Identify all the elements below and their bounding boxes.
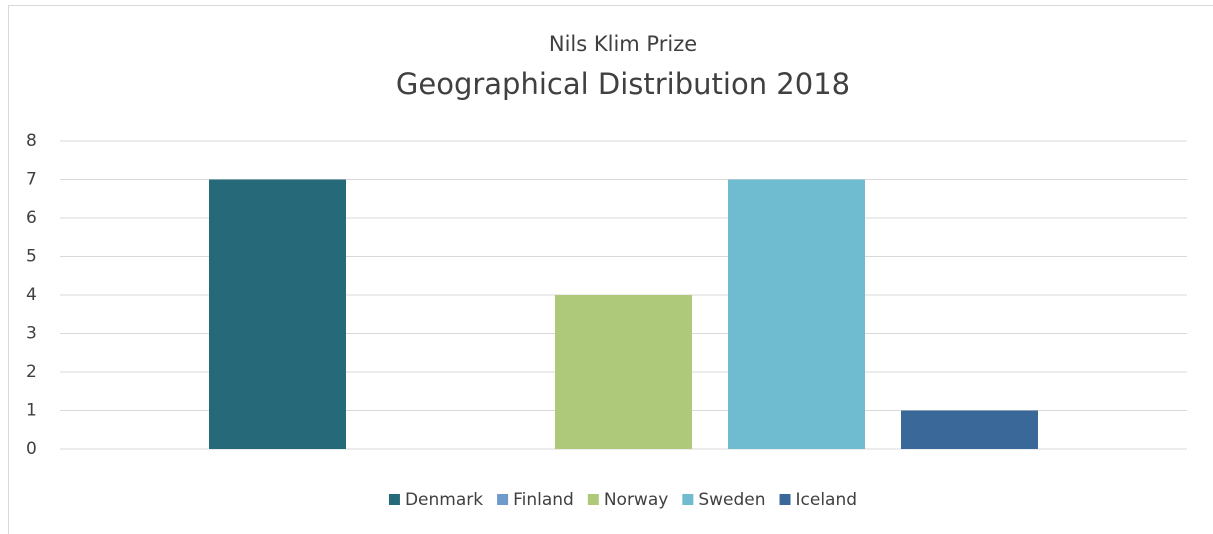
y-tick-label: 6 xyxy=(26,208,37,228)
legend-swatch xyxy=(682,494,694,505)
legend-swatch xyxy=(587,494,599,505)
y-tick-label: 0 xyxy=(26,439,37,459)
y-tick-label: 4 xyxy=(26,285,37,305)
legend-label: Norway xyxy=(604,490,669,510)
y-tick-label: 8 xyxy=(26,131,37,151)
legend-swatch xyxy=(497,494,509,505)
chart-title: Nils Klim Prize xyxy=(549,32,697,56)
legend-label: Denmark xyxy=(405,490,483,510)
legend-label: Sweden xyxy=(698,490,765,510)
y-tick-label: 7 xyxy=(26,170,37,190)
bar xyxy=(209,179,346,449)
bar xyxy=(555,295,692,449)
legend-label: Finland xyxy=(513,490,574,510)
bar xyxy=(901,410,1038,449)
legend-swatch xyxy=(779,494,791,505)
y-tick-label: 5 xyxy=(26,247,37,267)
y-tick-label: 2 xyxy=(26,362,37,382)
bar xyxy=(728,179,865,449)
legend-swatch xyxy=(388,494,400,505)
y-tick-label: 3 xyxy=(26,324,37,344)
legend-label: Iceland xyxy=(796,490,858,510)
y-tick-label: 1 xyxy=(26,401,37,421)
chart-subtitle: Geographical Distribution 2018 xyxy=(396,67,850,101)
